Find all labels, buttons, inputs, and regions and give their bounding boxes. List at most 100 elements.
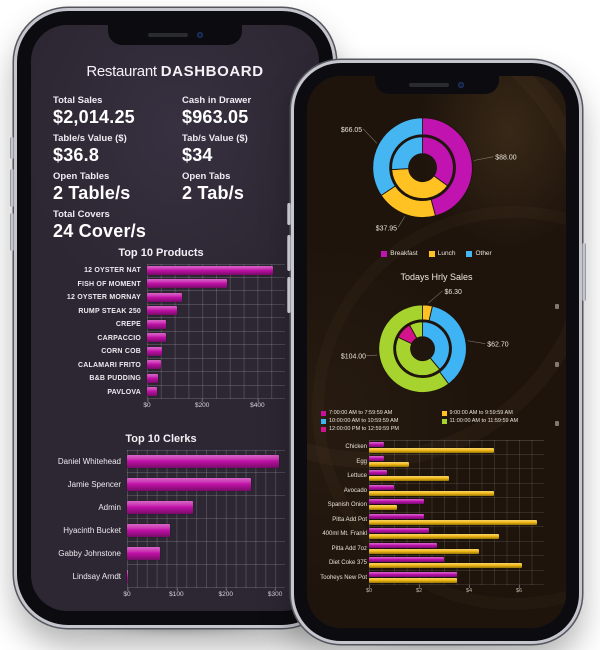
donut-value-label: $6.30 bbox=[444, 289, 462, 296]
legend-item-2[interactable]: 10:00:00 AM to 10:59:59 AM bbox=[321, 418, 438, 424]
bar-category-label: Lindsay Arndt bbox=[72, 572, 121, 581]
bar[interactable] bbox=[147, 360, 161, 370]
bar[interactable] bbox=[127, 546, 160, 560]
edge-dot bbox=[555, 421, 559, 426]
donut-segment[interactable] bbox=[422, 321, 450, 371]
bar-track bbox=[369, 440, 544, 455]
bar[interactable] bbox=[147, 279, 228, 289]
bar-track bbox=[127, 542, 285, 565]
bar[interactable] bbox=[369, 490, 494, 496]
notch bbox=[374, 76, 499, 94]
app-title: Restaurant DASHBOARD bbox=[31, 63, 319, 80]
bar[interactable] bbox=[369, 519, 537, 525]
legend-swatch bbox=[321, 426, 326, 432]
bar[interactable] bbox=[369, 571, 457, 577]
legend-item-2[interactable]: Other bbox=[466, 250, 492, 257]
bar-track bbox=[147, 264, 285, 278]
bar[interactable] bbox=[369, 484, 394, 490]
bar[interactable] bbox=[127, 455, 280, 468]
stat-label: Total Covers bbox=[53, 209, 110, 220]
bar[interactable] bbox=[127, 500, 193, 514]
camera-icon bbox=[458, 82, 464, 88]
bar[interactable] bbox=[147, 292, 183, 302]
bar-category-label: Daniel Whitehead bbox=[57, 457, 121, 466]
top-products-chart: Top 10 Products 12 OYSTER NAT FISH OF MOME… bbox=[37, 247, 285, 413]
donut-value-label: $62.70 bbox=[487, 342, 508, 349]
meal-sales-legend: Breakfast Lunch Other bbox=[307, 250, 566, 257]
bar-category-label: CARPACCIO bbox=[97, 334, 141, 342]
bar-category-label: Admin bbox=[98, 503, 121, 512]
bar[interactable] bbox=[369, 476, 449, 482]
legend-label: 11:00:00 AM to 11:59:59 AM bbox=[449, 418, 519, 424]
bar[interactable] bbox=[369, 455, 384, 461]
bar[interactable] bbox=[369, 534, 499, 540]
bar-track bbox=[127, 450, 285, 473]
bar[interactable] bbox=[369, 542, 437, 548]
legend-label: 10:00:00 AM to 10:59:59 AM bbox=[329, 418, 399, 424]
bar[interactable] bbox=[369, 447, 494, 453]
donut-segment[interactable] bbox=[372, 117, 423, 197]
bar-category-label: RUMP STEAK 250 bbox=[78, 307, 141, 315]
bar[interactable] bbox=[369, 577, 457, 583]
bar[interactable] bbox=[369, 557, 444, 563]
legend-item-0[interactable]: 7:00:00 AM to 7:59:59 AM bbox=[321, 410, 438, 416]
stat-value: $963.05 bbox=[182, 107, 249, 127]
bar[interactable] bbox=[369, 563, 522, 569]
donut-segment[interactable] bbox=[391, 136, 424, 171]
donut-segment[interactable] bbox=[408, 321, 424, 339]
bar[interactable] bbox=[127, 523, 171, 537]
legend-item-4[interactable]: 12:00:00 PM to 12:59:59 PM bbox=[321, 426, 438, 432]
bar-category-label: CALAMARI FRITO bbox=[78, 361, 141, 369]
bar-track bbox=[369, 469, 544, 484]
bar-category-label: PAVLOVA bbox=[107, 388, 141, 396]
top-clerks-chart: Top 10 Clerks Daniel Whitehead Jamie Spenc… bbox=[37, 433, 285, 611]
x-tick-label: $100 bbox=[169, 588, 184, 598]
donut-value-label: $88.00 bbox=[495, 155, 516, 162]
bar[interactable] bbox=[147, 306, 178, 316]
bar[interactable] bbox=[147, 266, 273, 276]
donut-value-label: $37.95 bbox=[376, 225, 397, 232]
bar[interactable] bbox=[147, 346, 162, 356]
power-button bbox=[582, 243, 586, 301]
meal-sales-donut-chart: $88.00 $37.95 $66.05 bbox=[307, 80, 566, 249]
bar[interactable] bbox=[147, 373, 158, 383]
hourly-sales-donut-chart: $6.30 $62.70 $104.00 bbox=[307, 274, 566, 423]
bar[interactable] bbox=[127, 569, 128, 583]
bar[interactable] bbox=[369, 441, 384, 447]
bar[interactable] bbox=[127, 477, 252, 491]
bar[interactable] bbox=[147, 319, 166, 329]
bar[interactable] bbox=[147, 387, 157, 397]
legend-item-3[interactable]: 11:00:00 AM to 11:59:59 AM bbox=[441, 418, 559, 424]
x-tick-label: $4 bbox=[465, 585, 473, 594]
x-tick-label: $0 bbox=[123, 588, 131, 598]
stat-label: Open Tables bbox=[53, 171, 110, 182]
x-tick-label: $200 bbox=[194, 399, 210, 409]
camera-icon bbox=[196, 32, 203, 38]
bar[interactable] bbox=[369, 548, 479, 554]
bar[interactable] bbox=[369, 528, 429, 534]
donut-segment[interactable] bbox=[422, 136, 454, 187]
x-tick-label: $2 bbox=[415, 585, 423, 594]
legend-item-1[interactable]: Lunch bbox=[428, 250, 455, 257]
bar[interactable] bbox=[369, 499, 424, 505]
stat-1: Cash in Drawer $963.05 bbox=[182, 95, 303, 128]
hourly-sales-legend: 7:00:00 AM to 7:59:59 AM 9:00:00 AM to 9:… bbox=[321, 410, 558, 432]
bar-track bbox=[147, 304, 285, 318]
legend-item-0[interactable]: Breakfast bbox=[381, 250, 418, 257]
bar[interactable] bbox=[147, 333, 166, 343]
bar[interactable] bbox=[369, 513, 424, 519]
donut-segment[interactable] bbox=[378, 304, 450, 393]
stat-value: $36.8 bbox=[53, 145, 100, 165]
bar-category-label: Egg bbox=[356, 458, 367, 465]
bar-category-label: Pitta Add 7oz bbox=[331, 545, 367, 552]
bar[interactable] bbox=[369, 505, 397, 511]
donut-segment[interactable] bbox=[391, 168, 449, 199]
legend-item-1[interactable]: 9:00:00 AM to 9:59:59 AM bbox=[441, 410, 559, 416]
bar[interactable] bbox=[369, 461, 409, 467]
bar-track bbox=[369, 498, 544, 513]
bar[interactable] bbox=[369, 470, 387, 476]
legend-label: Breakfast bbox=[390, 250, 418, 257]
donut-segment[interactable] bbox=[422, 117, 473, 217]
donut-segment[interactable] bbox=[395, 336, 441, 377]
bar-category-label: Chicken bbox=[345, 444, 367, 451]
